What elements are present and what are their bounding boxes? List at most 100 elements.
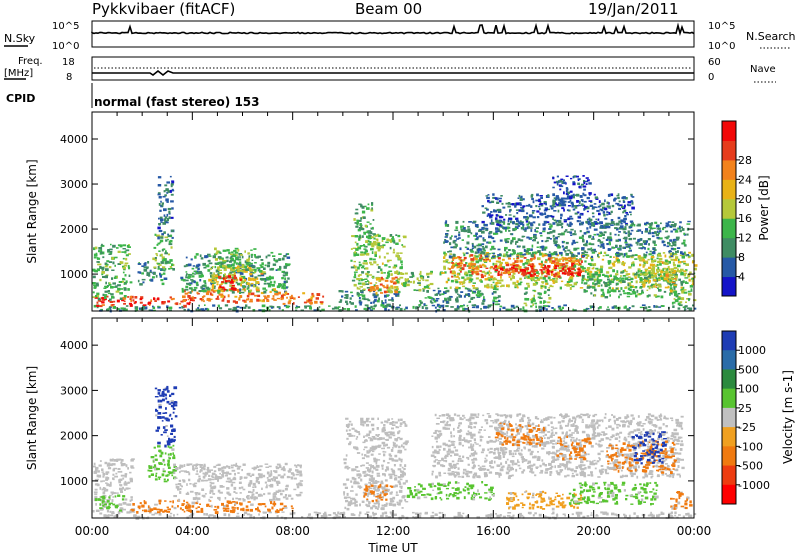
power-cell (273, 291, 276, 293)
power-cell (591, 238, 595, 240)
power-cell (187, 308, 190, 312)
power-cell (451, 256, 456, 259)
power-cell (566, 281, 571, 283)
power-cell (166, 201, 169, 203)
power-cell (355, 225, 359, 228)
velocity-cell (125, 482, 129, 484)
power-cell (191, 275, 195, 278)
power-cell (527, 264, 532, 267)
power-cell (448, 250, 452, 253)
power-cell (196, 283, 199, 287)
velocity-cell (262, 511, 265, 513)
power-cell (508, 226, 511, 229)
power-cell (552, 193, 555, 197)
velocity-cell (119, 478, 123, 481)
power-cell (474, 251, 478, 254)
power-cell (519, 308, 522, 311)
power-cell (249, 298, 253, 301)
power-cell (284, 285, 286, 287)
velocity-cell (139, 502, 142, 505)
power-cell (128, 302, 132, 305)
power-cell (101, 267, 105, 270)
power-cell (267, 284, 272, 288)
power-cell (544, 260, 547, 263)
power-cell (507, 202, 511, 205)
power-cell (624, 277, 629, 280)
power-cell (608, 290, 611, 294)
power-cell (591, 263, 594, 266)
velocity-cell (150, 456, 155, 459)
velocity-cell (155, 408, 157, 412)
power-cell (237, 268, 240, 271)
power-cell (499, 285, 502, 288)
velocity-cell (105, 471, 110, 474)
power-cell (128, 266, 131, 270)
power-cell (306, 299, 309, 303)
power-cell (406, 283, 410, 287)
power-cell (640, 247, 644, 250)
power-region (92, 243, 133, 301)
power-cell (158, 229, 163, 233)
power-cell (431, 304, 436, 307)
power-cell (183, 265, 187, 268)
power-cell (517, 271, 520, 274)
power-cell (161, 269, 164, 271)
power-cell (652, 266, 656, 270)
power-cell (264, 279, 267, 283)
power-cell (542, 268, 546, 271)
power-cell (617, 260, 621, 264)
power-cell (574, 269, 576, 272)
power-cell (642, 266, 645, 268)
power-cell (220, 262, 224, 266)
power-cell (404, 272, 408, 275)
power-cell (643, 247, 646, 249)
power-cell (109, 300, 114, 303)
power-cell (451, 260, 454, 263)
power-cell (243, 281, 245, 284)
power-cell (561, 181, 565, 184)
power-cell (423, 285, 427, 289)
velocity-cell (170, 400, 174, 403)
power-cell (693, 299, 697, 302)
power-ytick-label: 4000 (60, 133, 88, 146)
power-cell (644, 222, 647, 225)
velocity-cell (173, 401, 178, 404)
power-cell (285, 273, 288, 276)
velocity-cell (159, 394, 163, 397)
velocity-cell (522, 516, 525, 519)
power-cell (563, 241, 566, 243)
power-cell (446, 289, 450, 293)
power-cell (441, 272, 445, 274)
power-cell (344, 296, 347, 299)
power-cell (262, 278, 267, 280)
power-cell (239, 278, 242, 281)
power-cell (639, 243, 643, 246)
power-cell (358, 294, 363, 296)
power-cell (250, 284, 255, 287)
power-cell (563, 304, 567, 307)
power-cell (655, 296, 658, 298)
nsky-tick-top: 10^5 (52, 21, 79, 32)
power-cell (172, 268, 175, 271)
power-cell (615, 202, 618, 205)
power-cell (512, 262, 515, 265)
power-cell (498, 273, 503, 276)
power-cell (235, 269, 238, 271)
velocity-cell (387, 516, 392, 519)
power-cell (588, 242, 592, 246)
velocity-cell (181, 503, 185, 505)
power-cell (198, 308, 201, 312)
power-cell (665, 224, 669, 228)
velocity-cell (308, 513, 311, 516)
power-cell (467, 230, 471, 233)
power-cell (615, 252, 619, 254)
power-cell (690, 288, 693, 292)
power-cell (672, 228, 677, 231)
power-cell (219, 277, 223, 280)
power-cell (561, 240, 565, 244)
velocity-cell (93, 491, 98, 494)
velocity-cell (172, 452, 174, 455)
power-cell (462, 285, 466, 288)
power-cell (639, 273, 643, 276)
power-cell (693, 267, 697, 271)
